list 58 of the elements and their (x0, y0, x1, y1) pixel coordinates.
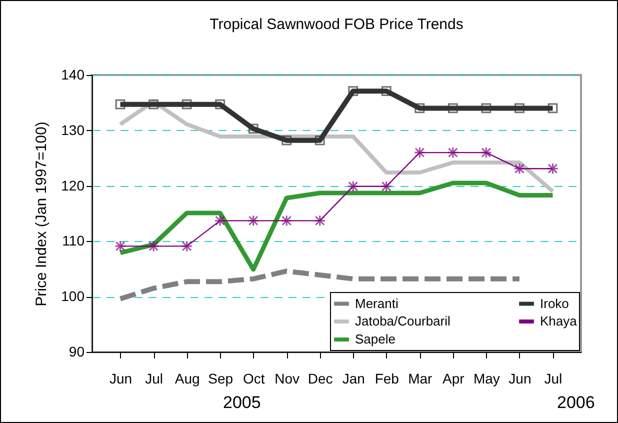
y-axis-title: Price Index (Jan 1997=100) (33, 122, 50, 306)
x-tick-label: Jun (508, 370, 532, 386)
point (280, 214, 292, 226)
point (314, 135, 325, 146)
x-tick-label: Jun (109, 370, 132, 386)
point (148, 240, 160, 252)
point (148, 99, 158, 110)
point (282, 135, 292, 146)
point (181, 240, 193, 252)
x-tick-label: Jul (544, 370, 562, 386)
x-tick-label: Sep (208, 370, 234, 386)
point (414, 146, 426, 158)
y-tick-label: 140 (61, 66, 85, 82)
y-tick-label: 100 (61, 288, 85, 304)
point (514, 103, 524, 114)
point (481, 103, 492, 114)
x-tick-label: Feb (374, 370, 400, 386)
point (214, 214, 226, 226)
x-tick-label: Oct (242, 370, 265, 386)
x-tick-label: Nov (274, 370, 300, 386)
x-tick-label: Aug (174, 370, 200, 386)
point (381, 86, 392, 96)
point (215, 99, 226, 110)
point (480, 146, 492, 158)
y-tick-label: 110 (62, 232, 85, 249)
point (248, 124, 258, 134)
point (448, 103, 458, 114)
y-tick-label: 130 (61, 122, 85, 138)
legend-label: Khaya (540, 314, 578, 328)
point (348, 86, 358, 96)
legend-label: Sapele (355, 332, 396, 346)
x-tick-label: May (473, 370, 500, 386)
y-tick-label: 120 (61, 177, 85, 194)
text: 2005 (223, 393, 261, 413)
x-tick-label: Apr (442, 370, 465, 386)
point (514, 162, 526, 174)
point (380, 180, 392, 192)
x-tick-label: Jul (145, 370, 163, 386)
chart-title: Tropical Sawnwood FOB Price Trends (210, 16, 464, 33)
point (314, 214, 326, 226)
line-series (118, 180, 555, 272)
y-tick-label: 90 (68, 344, 85, 360)
point (347, 180, 359, 192)
x-tick-label: Dec (308, 370, 333, 386)
point (447, 146, 459, 158)
point (248, 214, 260, 226)
point (182, 99, 192, 110)
legend-label: Jatoba/Courbaril (355, 314, 450, 328)
point (414, 103, 425, 114)
legend-label: Meranti (355, 296, 398, 311)
point (114, 240, 126, 252)
point (546, 162, 558, 174)
legend-label: Iroko (540, 296, 569, 311)
text: 2006 (557, 393, 595, 413)
x-tick-label: Jan (342, 370, 365, 386)
point (115, 99, 126, 110)
point (548, 103, 558, 114)
x-tick-label: Mar (408, 370, 433, 386)
